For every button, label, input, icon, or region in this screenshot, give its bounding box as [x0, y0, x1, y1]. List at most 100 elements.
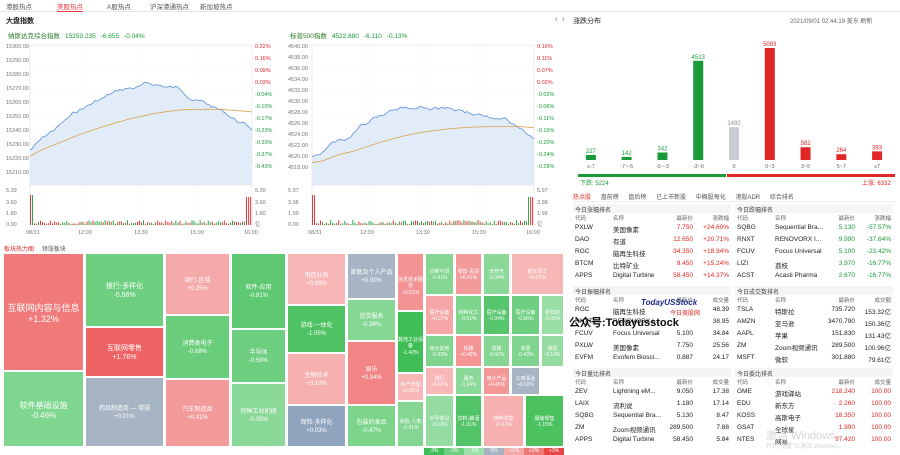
sector-tile[interactable]: 特种化工 -0.51%: [456, 296, 482, 334]
table-row[interactable]: EDU 新东方 2.260 100.00: [735, 398, 893, 410]
tab-hk[interactable]: 港股热点: [6, 4, 32, 11]
sector-tile[interactable]: 电信业务 +0.05%: [288, 254, 346, 304]
table-row[interactable]: AMZN 亚马逊 3470.790 150.36亿: [735, 316, 893, 328]
sector-tile[interactable]: 服务 -0.34%: [456, 368, 482, 394]
table-row[interactable]: AAPL 苹果 151.830 131.43亿: [735, 328, 893, 340]
tab-overall[interactable]: 综合排名: [769, 195, 794, 201]
pct-tick: 0.22%: [255, 44, 271, 50]
sector-tile[interactable]: 天然气 -0.34%: [484, 254, 510, 294]
index-panel-nasdaq[interactable]: 纳斯达克综合指数 15259.235 -6.655 -0.04% 15300.0…: [4, 28, 276, 238]
volume-bar: [384, 223, 386, 225]
sector-tile[interactable]: 汽车制造商 +0.41%: [166, 380, 230, 446]
sector-tile[interactable]: 互联网内容与信息 +1.32%: [4, 254, 84, 370]
table-row[interactable]: ZEV Lightning eM... 9.050 17.38: [573, 386, 731, 398]
table-row[interactable]: APPS Digital Turbine 58.450 +14.37%: [573, 270, 731, 282]
sector-tile[interactable]: 保险 -0.16%: [542, 336, 564, 366]
table-row[interactable]: LAIX 流利说 1.180 17.14: [573, 398, 731, 410]
tab-us[interactable]: 美股热点: [57, 1, 83, 12]
sector-tile[interactable]: 服装零售 -1.15%: [526, 396, 564, 446]
sector-tile[interactable]: 消费类电子 -0.68%: [166, 316, 230, 378]
tab-heatmap[interactable]: 板块热力图: [4, 247, 35, 253]
sector-tile[interactable]: 特种工业机械 -0.35%: [232, 384, 286, 446]
table-row[interactable]: BTCM 比特矿业 9.450 +15.24%: [573, 258, 731, 270]
tab-connect[interactable]: 沪深港通热点: [150, 4, 189, 11]
sector-tile[interactable]: 生物技术 +0.10%: [288, 354, 346, 404]
tab-ipo[interactable]: 已上市新股: [656, 195, 687, 201]
tab-leading[interactable]: 领涨板块: [41, 247, 66, 253]
next-icon[interactable]: ›: [562, 14, 565, 23]
table-row[interactable]: GSAT 全球星 1.990 100.00: [735, 422, 893, 434]
tab-sg[interactable]: 新加坡热点: [200, 4, 233, 11]
sector-tile[interactable]: 保险-人寿 -0.41%: [398, 402, 424, 446]
table-row[interactable]: TSLA 特斯拉 735.720 153.32亿: [735, 304, 893, 316]
sector-tile[interactable]: 折扣店 -0.05%: [542, 296, 564, 334]
table-row[interactable]: FCUV Focus Universal 5.100 -23.42%: [735, 246, 893, 258]
tab-china[interactable]: 中概股每化: [695, 195, 726, 201]
sector-tile[interactable]: 铁路 -0.42%: [484, 336, 510, 366]
table-row[interactable]: PXLW 美国像素 7.750 25.56: [573, 340, 731, 352]
tab-adr[interactable]: 港股ADR: [735, 195, 761, 201]
table-row[interactable]: EVFM Evofem Biosci... 0.887 24.17: [573, 352, 731, 364]
sector-tile[interactable]: 饮料-酿酒 -1.01%: [456, 396, 482, 446]
table-row[interactable]: SQBG Sequential Bra... 5.130 8.47: [573, 410, 731, 422]
sector-tile[interactable]: 零售-百货 +0.41%: [456, 254, 482, 294]
table-row[interactable]: RNXT RENOVORX I... 9.990 -37.64%: [735, 234, 893, 246]
sector-tile[interactable]: 综合其他 -0.43%: [426, 336, 454, 366]
table-row[interactable]: APPS Digital Turbine 58.450 5.84: [573, 434, 731, 446]
volume-bar: [82, 221, 84, 225]
tab-hot[interactable]: 热点股: [573, 195, 592, 201]
sector-tile[interactable]: 保险-多样化 +0.03%: [288, 406, 346, 446]
sector-tile[interactable]: 家庭及个人产品 +0.00%: [348, 254, 396, 298]
table-row[interactable]: ACST Acasti Pharma 2.670 -16.77%: [735, 270, 893, 282]
sector-tile[interactable]: 软件-应用 -0.81%: [232, 254, 286, 328]
sector-tile[interactable]: 银行-区域 +0.25%: [166, 254, 230, 314]
table-row[interactable]: RNXT RENOVORX I... 38.95: [573, 316, 731, 328]
tab-premarket[interactable]: 盘前榜: [600, 195, 619, 201]
table-row[interactable]: RGC 脑再生科技 34.350 +18.94%: [573, 246, 731, 258]
table-row[interactable]: RGC 脑再生科技 48.39: [573, 304, 731, 316]
sector-tile[interactable]: 航天军工 +0.07%: [512, 254, 564, 294]
table-row[interactable]: GME 游戏驿站 218.240 100.00: [735, 386, 893, 398]
sector-tile[interactable]: 半导体 -0.59%: [232, 330, 286, 382]
index-panel-sp500[interactable]: 标普500指数 4522.680 -6.110 -0.13% 4540.00 4…: [286, 28, 558, 238]
sector-tile[interactable]: 家居 -0.43%: [512, 336, 540, 366]
table-row[interactable]: SQBG Sequential Bra... 5.130 -57.57%: [735, 222, 893, 234]
table-cell: LIZI: [737, 260, 749, 267]
sector-tile[interactable]: 信贷服务 -0.39%: [348, 300, 396, 340]
table-cell: 131.43亿: [864, 333, 891, 340]
sector-tile[interactable]: 半导体设 -0.12%: [426, 396, 454, 446]
tab-a[interactable]: A股热点: [107, 4, 131, 11]
sector-tile[interactable]: 包装的食品 -0.47%: [348, 406, 396, 446]
prev-icon[interactable]: ‹: [555, 14, 558, 23]
tab-afterhours[interactable]: 盘后榜: [628, 195, 647, 201]
sector-tile[interactable]: 公用事业 +0.02%: [512, 368, 540, 394]
table-row[interactable]: KOSS 高斯电子 18.350 100.00: [735, 410, 893, 422]
table-row[interactable]: PXLW 美国像素 7.750 +24.60%: [573, 222, 731, 234]
sector-tile[interactable]: 药品制造商 — 常规 +0.01%: [86, 378, 164, 446]
table-row[interactable]: ZM Zoom视频通讯 289.500 100.96亿: [735, 340, 893, 352]
sector-tile[interactable]: 医疗设备 +0.27%: [426, 296, 454, 334]
table-row[interactable]: ZM Zoom视频通讯 289.500 7.88: [573, 422, 731, 434]
sector-tile[interactable]: 银行 +0.07%: [426, 368, 454, 394]
sector-tile[interactable]: 诊断与研 -0.41%: [426, 254, 454, 294]
sector-tile[interactable]: 医疗设备 -0.56%: [512, 296, 540, 334]
sector-tile[interactable]: 互联网零售 +1.76%: [86, 328, 164, 376]
sector-tile[interactable]: 电子产品 +0.45%: [484, 368, 510, 394]
table-row[interactable]: FCUV Focus Universal 5.100 34.84: [573, 328, 731, 340]
sector-tile[interactable]: 银行-多样化 -0.56%: [86, 254, 164, 326]
sector-tile[interactable]: 资产管理 +0.05%: [398, 374, 424, 400]
table-row[interactable]: MSFT 微软 301.880 79.61亿: [735, 352, 893, 364]
sector-tile[interactable]: 铁路 +0.49%: [456, 336, 482, 366]
table-row[interactable]: LIZI 荔枝 3.970 -16.77%: [735, 258, 893, 270]
sector-tile[interactable]: 娱乐 +0.94%: [348, 342, 396, 404]
table-row[interactable]: NTES 网易 97.420 100.00: [735, 434, 893, 446]
sector-tile[interactable]: 游戏-一体化 -1.05%: [288, 306, 346, 352]
sector-tile[interactable]: 特种零售 +0.12%: [484, 396, 524, 446]
table-row[interactable]: DAO 有道 12.650 +20.71%: [573, 234, 731, 246]
sector-name: 饮料-酿酒: [457, 416, 480, 422]
sector-tile[interactable]: 信息技术服务 +0.51%: [398, 254, 424, 310]
refresh-link[interactable]: 刷新: [860, 19, 873, 25]
sector-tile[interactable]: 其他工业设备 -1.42%: [398, 312, 424, 372]
sector-tile[interactable]: 软件基础设施 -0.46%: [4, 372, 84, 446]
sector-tile[interactable]: 医疗设备 -0.94%: [484, 296, 510, 334]
